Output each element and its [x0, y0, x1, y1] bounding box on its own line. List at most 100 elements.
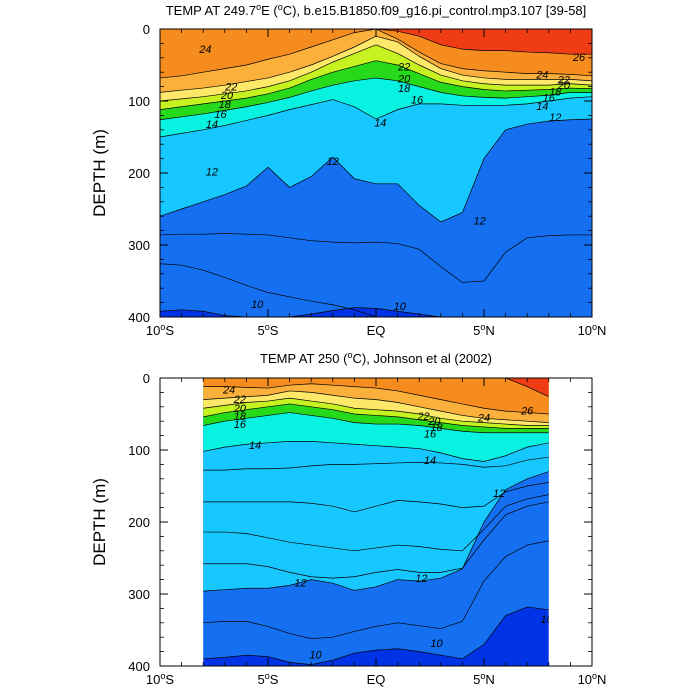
y-axis-ticks: 0 100 200 300 400 — [128, 22, 592, 325]
y-tick-label: 100 — [128, 443, 150, 458]
x-tick-label: 10oS — [146, 322, 174, 338]
contour-line — [203, 501, 549, 579]
x-tick-label: 10oN — [578, 671, 607, 687]
contour-label: 18 — [430, 422, 443, 434]
contour-line — [203, 456, 549, 471]
contour-line — [160, 29, 592, 55]
x-tick-label: 5oS — [258, 322, 279, 338]
contour-label: 14 — [206, 119, 218, 131]
contour-line — [203, 390, 549, 423]
contour-label: 20 — [397, 74, 411, 86]
x-axis-ticks: 10oS 5oS EQ 5oN 10oN — [146, 378, 607, 687]
contour-label: 20 — [233, 403, 247, 415]
contour-line — [160, 118, 592, 223]
contour-label: 16 — [424, 428, 437, 440]
y-tick-label: 0 — [143, 22, 150, 37]
contour-label: 24 — [198, 44, 211, 56]
contour-label: 20 — [220, 90, 234, 102]
contour-label: 10 — [541, 614, 554, 626]
contour-label: 18 — [234, 411, 247, 423]
title-superscript-2: o — [278, 2, 283, 12]
title-part-3: C), b.e15.B1850.f09_g16.pi_control.mp3.1… — [283, 3, 587, 18]
contour-label: 12 — [206, 167, 218, 179]
contour-line — [160, 44, 592, 102]
title-part-2: E ( — [261, 3, 278, 18]
y-tick-label: 300 — [128, 587, 150, 602]
y-axis-label: DEPTH (m) — [90, 478, 109, 566]
contour-label: 24 — [535, 69, 548, 81]
contour-line — [160, 77, 592, 121]
contour-label: 22 — [557, 74, 570, 86]
contour-label: 12 — [474, 216, 486, 228]
contour-label: 12 — [415, 573, 427, 585]
x-tick-label: EQ — [367, 672, 386, 687]
contour-label: 20 — [427, 416, 441, 428]
x-tick-label: 10oS — [146, 671, 174, 687]
contour-label: 12 — [549, 112, 561, 124]
contour-line — [203, 441, 549, 462]
contour-line — [160, 60, 592, 110]
contour-line — [203, 412, 549, 434]
contour-label: 12 — [327, 156, 339, 168]
contour-line — [160, 233, 592, 283]
contour-line — [160, 307, 592, 317]
contour-label: 14 — [249, 440, 261, 452]
contour-line — [203, 494, 549, 552]
contour-line — [203, 403, 549, 429]
contour-label: 16 — [214, 109, 227, 121]
y-tick-label: 200 — [128, 166, 150, 181]
model-panel: TEMP AT 249.7oE (oC), b.e15.B1850.f09_g1… — [90, 2, 606, 338]
contour-line — [203, 383, 549, 415]
contour-label: 20 — [557, 80, 571, 92]
contour-line — [203, 397, 549, 426]
contour-label: 12 — [294, 577, 306, 589]
contour-label: 22 — [233, 394, 246, 406]
y-tick-label: 100 — [128, 94, 150, 109]
y-axis-label: DEPTH (m) — [90, 129, 109, 217]
contour-line — [203, 606, 549, 665]
title-superscript-1: o — [256, 2, 261, 12]
x-tick-label: 5oS — [258, 671, 279, 687]
contour-label: 24 — [222, 385, 235, 397]
contour-label: 18 — [398, 83, 411, 95]
contour-line — [160, 29, 592, 79]
contour-label: 10 — [430, 638, 443, 650]
temperature-band-24 — [203, 378, 549, 414]
contour-label: 22 — [224, 82, 237, 94]
contour-label: 10 — [309, 649, 322, 661]
title-part-2: C), Johnson et al (2002) — [352, 351, 491, 366]
contour-label: 18 — [549, 87, 562, 99]
x-tick-label: 10oN — [578, 322, 607, 338]
temperature-band-26 — [203, 378, 549, 397]
panel-title: TEMP AT 249.7oE (oC), b.e15.B1850.f09_g1… — [166, 2, 587, 18]
contour-label: 16 — [543, 92, 556, 104]
contour-label: 10 — [251, 299, 264, 311]
contour-label: 24 — [477, 413, 490, 425]
contour-line — [160, 96, 592, 138]
contour-line — [203, 540, 549, 639]
observation-panel: TEMP AT 250 (oC), Johnson et al (2002) D… — [90, 350, 606, 687]
title-part-1: TEMP AT 249.7 — [166, 3, 256, 18]
y-axis-ticks: 0 100 200 300 400 — [128, 371, 592, 674]
contour-label: 22 — [416, 411, 429, 423]
contour-label: 14 — [424, 455, 436, 467]
contour-line — [203, 482, 549, 513]
contour-label: 14 — [374, 118, 386, 130]
y-tick-label: 400 — [128, 310, 150, 325]
contour-label: 26 — [572, 52, 586, 64]
y-tick-label: 0 — [143, 371, 150, 386]
contour-label: 14 — [536, 101, 548, 113]
panel-title: TEMP AT 250 (oC), Johnson et al (2002) — [260, 350, 492, 366]
contour-label: 26 — [520, 405, 534, 417]
contour-label: 12 — [493, 488, 505, 500]
contour-label: 16 — [411, 95, 424, 107]
y-tick-label: 200 — [128, 515, 150, 530]
y-tick-label: 300 — [128, 238, 150, 253]
x-tick-label: EQ — [367, 323, 386, 338]
x-tick-label: 5oN — [473, 671, 495, 687]
